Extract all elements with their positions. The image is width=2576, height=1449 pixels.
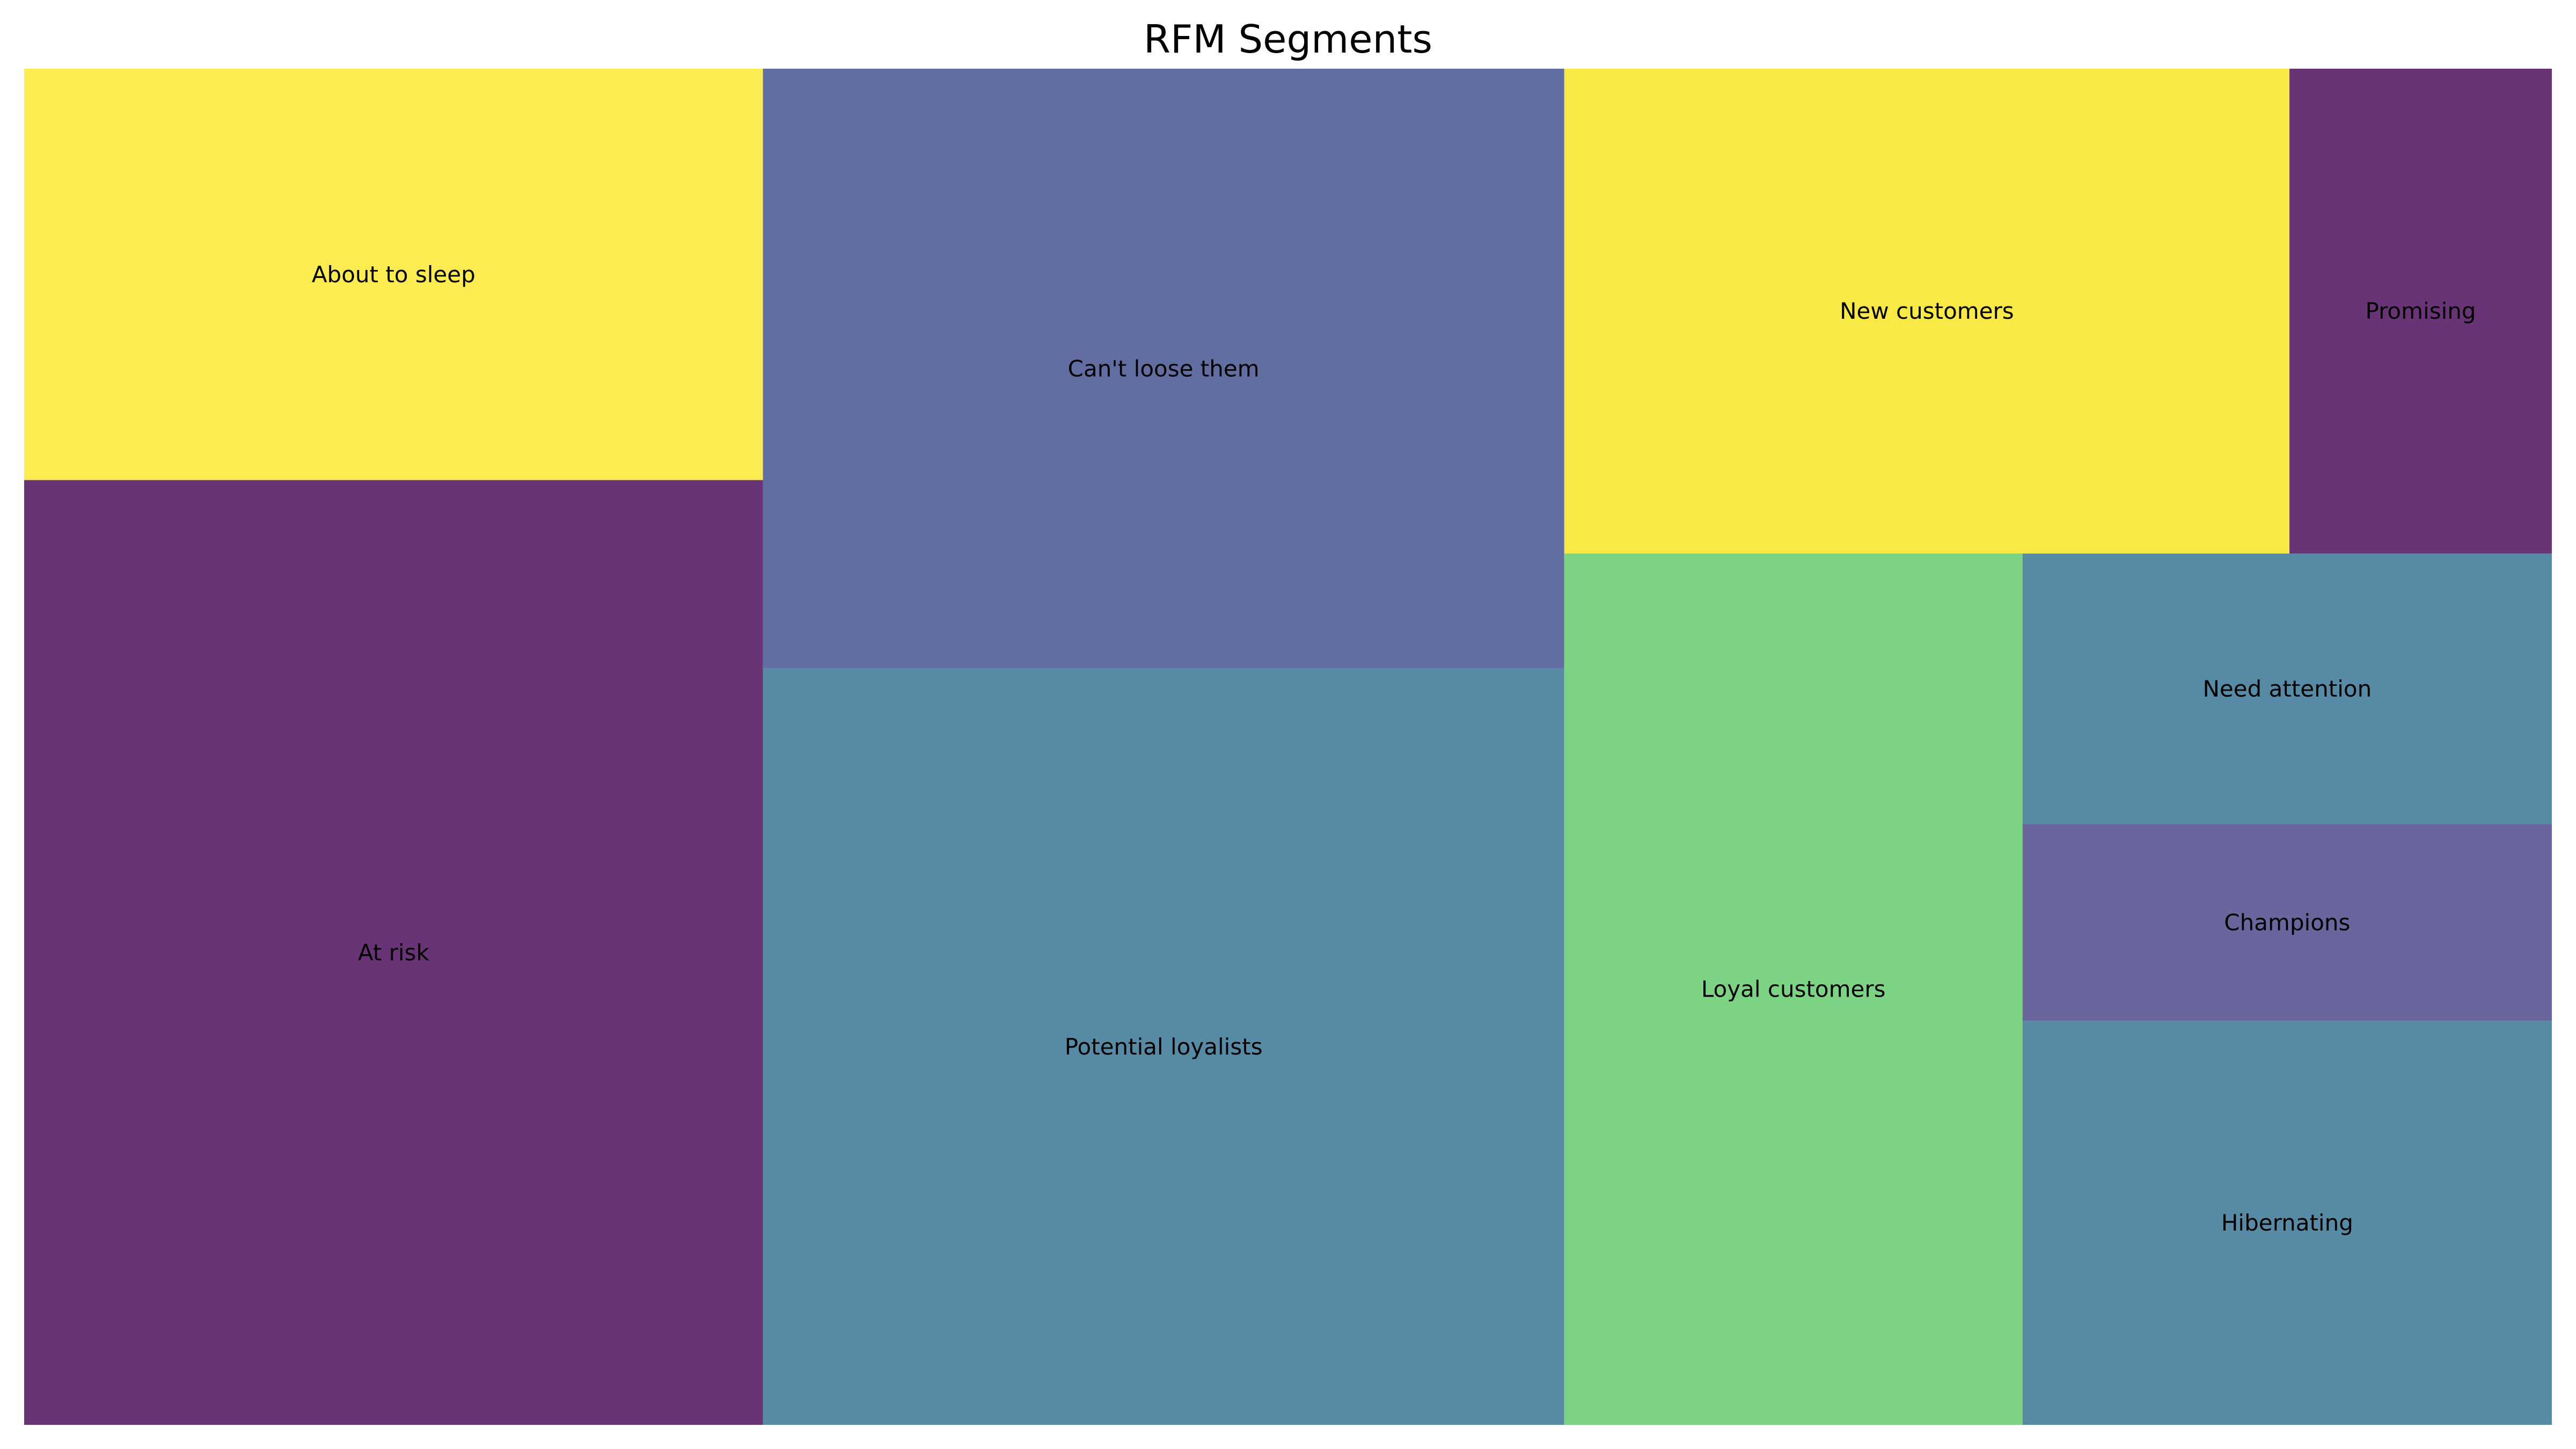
tile-label-loyal-customers: Loyal customers	[1701, 976, 1886, 1002]
tile-label-need-attention: Need attention	[2203, 676, 2372, 702]
tile-label-hibernating: Hibernating	[2221, 1210, 2353, 1236]
tile-at-risk	[24, 480, 763, 1425]
tile-loyal-customers	[1564, 553, 2023, 1425]
tile-label-new-customers: New customers	[1840, 298, 2014, 324]
treemap-tiles: About to sleep At risk Can't loose them Pot…	[24, 69, 2552, 1425]
tile-new-customers	[1564, 69, 2290, 554]
tile-label-at-risk: At risk	[358, 939, 430, 965]
tile-label-about-to-sleep: About to sleep	[312, 261, 475, 288]
tile-potential-loyalists	[763, 668, 1564, 1425]
tile-promising	[2289, 69, 2552, 554]
tile-hibernating	[2022, 1021, 2552, 1425]
tile-label-potential-loyalists: Potential loyalists	[1065, 1034, 1263, 1060]
tile-champions	[2022, 824, 2552, 1021]
tile-about-to-sleep	[24, 69, 763, 480]
tile-label-can-t-loose-them: Can't loose them	[1068, 355, 1260, 382]
tile-label-champions: Champions	[2224, 909, 2350, 935]
chart-title: RFM Segments	[1144, 17, 1432, 62]
tile-need-attention	[2022, 553, 2552, 824]
tile-can-t-loose-them	[763, 69, 1564, 669]
tile-label-promising: Promising	[2366, 298, 2476, 324]
